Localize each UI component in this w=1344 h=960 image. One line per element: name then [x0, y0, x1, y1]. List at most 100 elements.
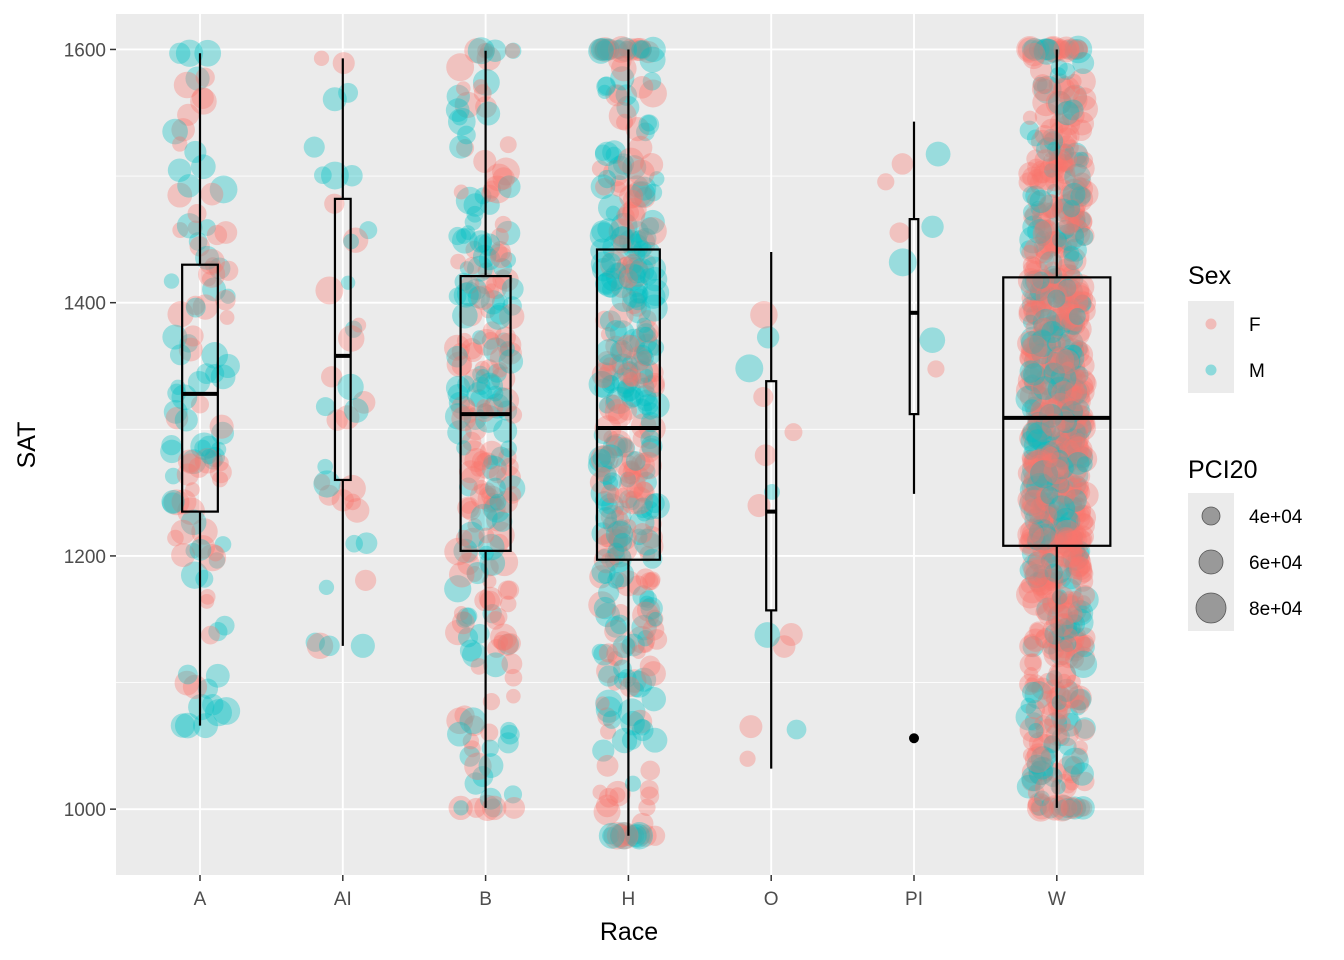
data-point: [623, 386, 638, 402]
data-point: [1025, 421, 1053, 448]
data-point: [1050, 313, 1078, 341]
data-point: [1054, 123, 1080, 149]
data-point: [640, 597, 663, 620]
data-point: [1065, 311, 1086, 331]
data-point: [456, 281, 482, 307]
data-point: [1050, 798, 1070, 818]
data-point: [1061, 747, 1089, 775]
data-point: [167, 158, 192, 183]
data-point: [499, 475, 526, 502]
data-point: [1044, 351, 1067, 374]
data-point: [1018, 576, 1046, 604]
data-point: [633, 40, 652, 59]
data-point: [188, 457, 210, 478]
data-point: [466, 561, 489, 585]
data-point: [772, 635, 796, 658]
data-point: [632, 176, 657, 201]
data-point: [1067, 422, 1086, 442]
data-point: [1064, 315, 1092, 343]
data-point: [1031, 529, 1057, 554]
data-point: [1059, 612, 1083, 636]
data-point: [205, 363, 225, 384]
boxplot-W: [1002, 49, 1112, 808]
data-point: [644, 571, 661, 588]
data-point: [499, 595, 517, 613]
data-point: [616, 377, 641, 402]
data-point: [444, 403, 472, 430]
data-point: [1053, 507, 1079, 534]
data-point: [632, 523, 653, 544]
data-point: [177, 449, 202, 473]
data-point: [1037, 303, 1055, 322]
data-point: [610, 614, 630, 635]
data-point: [1046, 351, 1063, 368]
data-point: [495, 332, 512, 348]
data-point: [610, 505, 632, 527]
data-point: [622, 204, 640, 222]
data-point: [610, 339, 633, 363]
data-point: [463, 193, 488, 217]
data-point: [602, 357, 617, 372]
data-point: [1027, 158, 1045, 177]
data-point: [1022, 255, 1042, 275]
data-point: [1070, 548, 1090, 568]
data-point: [490, 446, 511, 467]
data-point: [640, 114, 657, 132]
data-point: [1033, 790, 1050, 807]
data-point: [444, 334, 471, 361]
data-point: [1068, 308, 1086, 325]
data-point: [470, 285, 496, 310]
data-point: [1040, 552, 1057, 569]
data-point: [455, 611, 473, 629]
data-point: [609, 822, 638, 850]
data-point: [640, 209, 665, 235]
data-point: [1028, 469, 1050, 492]
data-point: [501, 653, 523, 675]
data-point: [1033, 317, 1059, 343]
data-point: [1021, 760, 1045, 784]
data-point: [1024, 681, 1053, 710]
data-point: [1040, 361, 1056, 378]
data-point: [479, 43, 495, 59]
data-point: [607, 542, 625, 560]
data-point: [1024, 344, 1048, 368]
data-point: [1039, 355, 1057, 373]
data-point: [210, 364, 236, 390]
data-point: [1033, 235, 1058, 261]
data-point: [1032, 457, 1057, 482]
data-point: [1055, 224, 1071, 241]
data-point: [1058, 476, 1082, 499]
data-point: [629, 257, 655, 284]
data-point: [1068, 404, 1090, 426]
data-point: [1050, 479, 1074, 503]
data-point: [1068, 317, 1086, 335]
data-point: [1041, 352, 1062, 373]
data-point: [498, 448, 517, 467]
data-point: [1024, 290, 1039, 305]
data-point: [167, 529, 184, 547]
data-point: [477, 233, 501, 256]
data-point: [605, 146, 623, 163]
data-point: [1067, 550, 1084, 567]
data-point: [1019, 350, 1038, 369]
data-point: [1058, 113, 1081, 136]
data-point: [1064, 527, 1091, 554]
data-point: [1054, 593, 1081, 620]
data-point: [610, 212, 638, 240]
data-point: [1063, 796, 1087, 820]
data-point: [500, 721, 518, 740]
data-point: [1071, 525, 1094, 548]
data-point: [448, 561, 475, 588]
data-point: [314, 166, 332, 185]
data-point: [191, 86, 214, 109]
data-point: [502, 296, 522, 316]
data-point: [1055, 431, 1080, 456]
data-point: [1062, 199, 1081, 218]
data-point: [622, 40, 642, 59]
data-point: [1027, 784, 1045, 802]
data-point: [644, 183, 663, 202]
data-point: [305, 632, 325, 652]
data-point: [451, 227, 478, 254]
data-point: [478, 527, 495, 544]
data-point: [1027, 429, 1048, 450]
